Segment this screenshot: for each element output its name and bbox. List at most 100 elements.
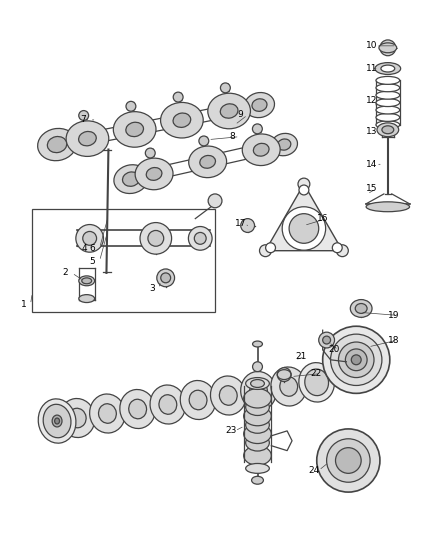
Ellipse shape <box>60 399 95 438</box>
Circle shape <box>140 223 172 254</box>
Circle shape <box>188 227 212 250</box>
Ellipse shape <box>38 128 77 161</box>
Circle shape <box>173 92 183 102</box>
Ellipse shape <box>246 434 269 451</box>
Text: 6: 6 <box>90 244 95 253</box>
Ellipse shape <box>146 167 162 180</box>
Ellipse shape <box>350 300 372 317</box>
Ellipse shape <box>79 295 95 303</box>
Ellipse shape <box>200 156 215 168</box>
Ellipse shape <box>331 334 382 385</box>
Text: 9: 9 <box>238 110 244 119</box>
Ellipse shape <box>376 76 400 84</box>
Ellipse shape <box>351 355 361 365</box>
Circle shape <box>327 439 370 482</box>
Text: 22: 22 <box>311 369 322 378</box>
Text: 2: 2 <box>62 269 67 277</box>
Text: 10: 10 <box>366 42 378 50</box>
Ellipse shape <box>189 390 207 410</box>
Circle shape <box>253 362 262 372</box>
Ellipse shape <box>251 379 265 387</box>
Text: 16: 16 <box>317 214 328 223</box>
Ellipse shape <box>123 172 140 187</box>
Circle shape <box>298 178 310 190</box>
Ellipse shape <box>246 417 269 433</box>
Ellipse shape <box>253 341 262 347</box>
Text: 23: 23 <box>225 426 236 435</box>
Circle shape <box>145 148 155 158</box>
Ellipse shape <box>244 93 275 118</box>
Ellipse shape <box>126 122 144 136</box>
Ellipse shape <box>52 415 62 427</box>
Ellipse shape <box>114 165 148 193</box>
Ellipse shape <box>382 126 394 134</box>
Circle shape <box>289 214 319 243</box>
Ellipse shape <box>129 399 147 419</box>
Polygon shape <box>265 184 343 251</box>
Ellipse shape <box>278 139 291 150</box>
Ellipse shape <box>161 102 203 138</box>
Ellipse shape <box>79 276 95 286</box>
Circle shape <box>323 336 331 344</box>
Circle shape <box>157 269 175 287</box>
Text: 17: 17 <box>235 219 246 228</box>
Ellipse shape <box>244 424 271 443</box>
Ellipse shape <box>55 418 60 424</box>
Text: 14: 14 <box>366 160 378 169</box>
Circle shape <box>380 40 396 56</box>
Ellipse shape <box>253 143 269 156</box>
Text: 15: 15 <box>366 184 378 193</box>
Ellipse shape <box>323 326 390 393</box>
Text: 4: 4 <box>82 244 88 253</box>
Ellipse shape <box>376 99 400 107</box>
Circle shape <box>161 273 171 283</box>
Ellipse shape <box>375 62 401 75</box>
Ellipse shape <box>113 111 156 147</box>
Ellipse shape <box>43 405 71 438</box>
Ellipse shape <box>135 158 173 190</box>
Circle shape <box>76 224 103 252</box>
Ellipse shape <box>250 381 267 401</box>
Circle shape <box>148 230 164 246</box>
Ellipse shape <box>246 464 269 473</box>
Ellipse shape <box>355 303 367 313</box>
Circle shape <box>282 207 325 250</box>
Circle shape <box>332 243 342 253</box>
Circle shape <box>336 448 361 473</box>
Ellipse shape <box>173 113 191 127</box>
Circle shape <box>83 231 96 245</box>
Ellipse shape <box>246 377 269 390</box>
Text: 19: 19 <box>388 311 399 320</box>
Text: 11: 11 <box>366 64 378 73</box>
Circle shape <box>265 243 276 253</box>
Ellipse shape <box>339 342 374 377</box>
Ellipse shape <box>305 369 328 395</box>
Ellipse shape <box>90 394 125 433</box>
Ellipse shape <box>82 278 92 284</box>
Text: 5: 5 <box>90 256 95 265</box>
Ellipse shape <box>376 84 400 92</box>
Text: 20: 20 <box>328 345 340 354</box>
Ellipse shape <box>252 99 267 111</box>
Ellipse shape <box>376 91 400 99</box>
Text: 13: 13 <box>366 127 378 136</box>
Ellipse shape <box>68 408 86 428</box>
Ellipse shape <box>379 43 397 53</box>
Circle shape <box>277 368 291 382</box>
Text: 12: 12 <box>366 95 378 104</box>
Circle shape <box>336 245 348 256</box>
Ellipse shape <box>120 390 155 429</box>
Circle shape <box>319 332 335 348</box>
Ellipse shape <box>246 399 269 416</box>
Ellipse shape <box>180 381 216 419</box>
Ellipse shape <box>280 377 297 396</box>
Ellipse shape <box>99 404 117 423</box>
Ellipse shape <box>78 132 96 146</box>
Text: 18: 18 <box>388 336 399 344</box>
Ellipse shape <box>271 367 307 406</box>
Ellipse shape <box>346 349 367 370</box>
Circle shape <box>220 83 230 93</box>
Ellipse shape <box>244 406 271 426</box>
Ellipse shape <box>251 477 263 484</box>
Circle shape <box>252 124 262 134</box>
